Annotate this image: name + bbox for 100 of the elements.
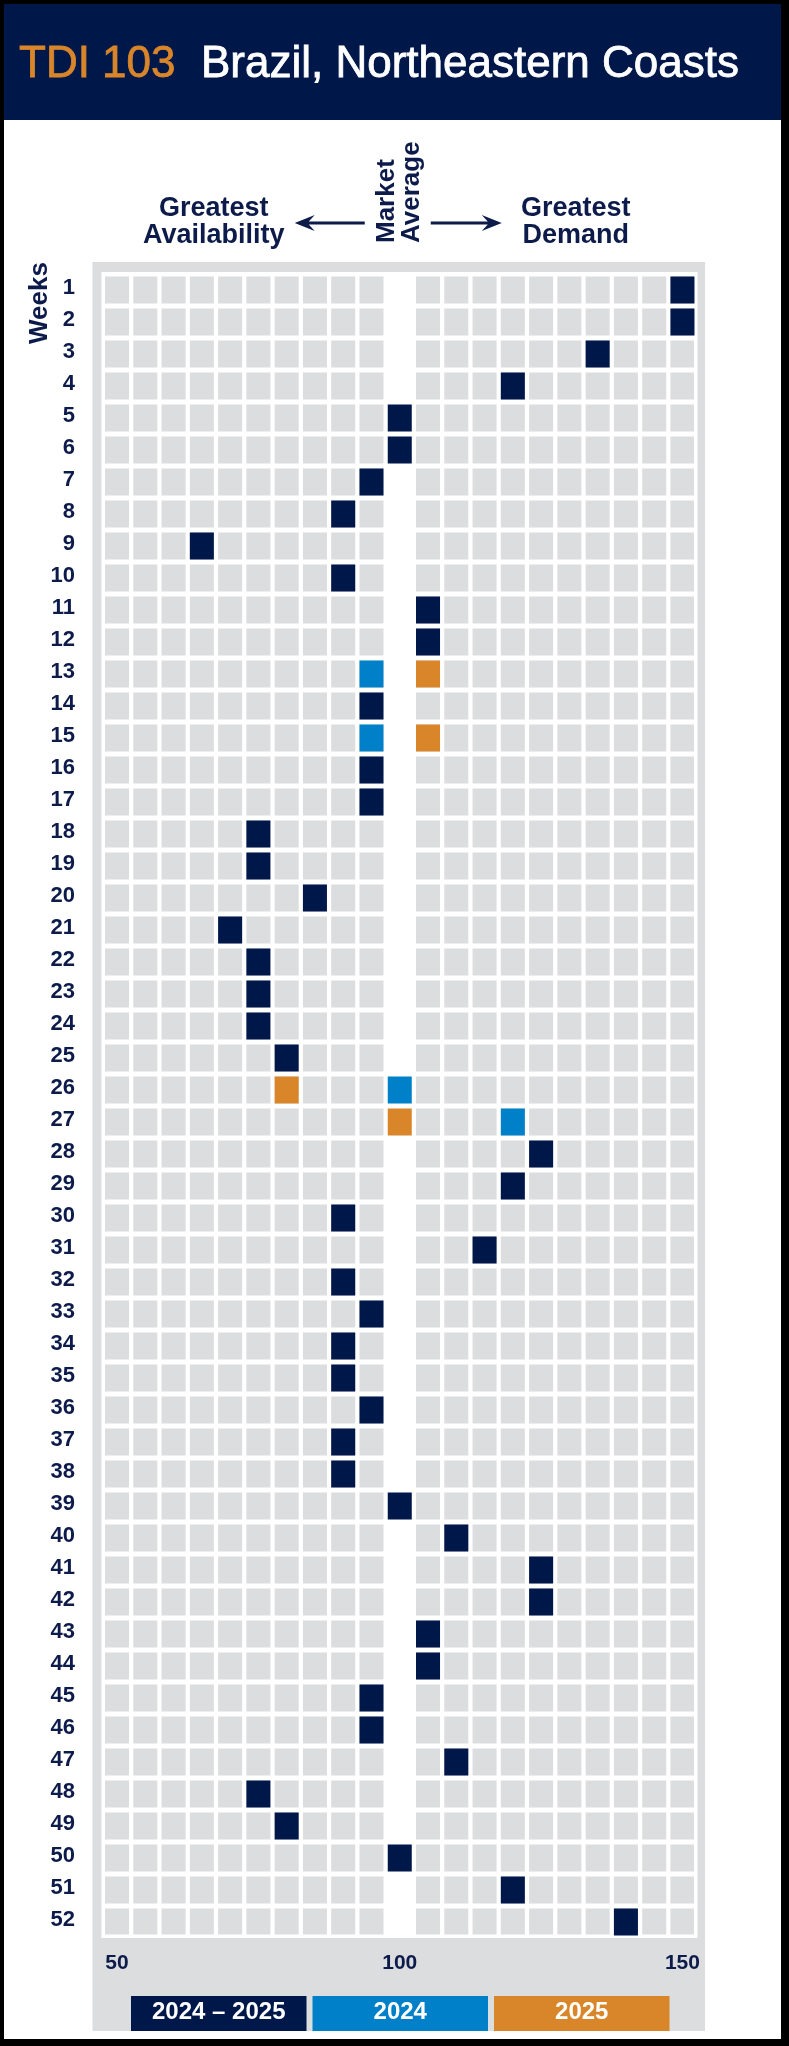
point (331, 500, 356, 528)
point (359, 660, 384, 688)
point (444, 1524, 469, 1552)
y-tick-label: 43 (50, 1618, 75, 1643)
text: 2025 (555, 1997, 609, 2024)
y-tick-label: 35 (50, 1362, 75, 1387)
y-tick-label: 44 (50, 1650, 76, 1675)
y-tick-label: 39 (50, 1490, 75, 1515)
point (416, 596, 441, 624)
point (585, 340, 610, 368)
point (472, 1236, 497, 1264)
point (416, 1652, 441, 1680)
y-tick-label: 5 (62, 402, 75, 427)
y-tick-label: 16 (50, 754, 75, 779)
y-tick-label: 13 (50, 658, 75, 683)
point (359, 724, 384, 752)
y-tick-label: 45 (50, 1682, 75, 1707)
point (670, 308, 695, 336)
point (359, 1716, 384, 1744)
point (246, 820, 271, 848)
y-tick-label: 18 (50, 818, 75, 843)
y-tick-label: 17 (50, 786, 75, 811)
y-tick-label: 6 (62, 434, 75, 459)
point (246, 1012, 271, 1040)
point (331, 1204, 356, 1232)
point (500, 372, 525, 400)
y-tick-label: 36 (50, 1394, 75, 1419)
point (670, 276, 695, 304)
y-tick-label: 42 (50, 1586, 75, 1611)
chart-title: TDI 103 (19, 37, 176, 86)
point (331, 1364, 356, 1392)
point (274, 1076, 299, 1104)
y-tick-label: 11 (51, 594, 75, 619)
y-tick-label: 24 (50, 1010, 76, 1035)
point (359, 1396, 384, 1424)
y-tick-label: 30 (50, 1202, 75, 1227)
y-tick-label: 22 (50, 946, 75, 971)
y-tick-label: 52 (50, 1906, 75, 1931)
point (416, 1620, 441, 1648)
y-tick-label: 40 (50, 1522, 75, 1547)
point (416, 660, 441, 688)
y-tick-label: 14 (50, 690, 76, 715)
point (613, 1908, 638, 1936)
point (529, 1588, 554, 1616)
y-tick-label: 31 (50, 1234, 75, 1259)
text: Market Average (369, 141, 425, 243)
y-tick-label: 27 (50, 1106, 75, 1131)
y-tick-label: 7 (62, 466, 75, 491)
point (218, 916, 243, 944)
y-tick-label: 47 (50, 1746, 75, 1771)
point (359, 1684, 384, 1712)
y-tick-label: 1 (62, 274, 75, 299)
point (302, 884, 327, 912)
point (246, 1780, 271, 1808)
point (274, 1812, 299, 1840)
point (331, 1332, 356, 1360)
y-tick-label: 21 (50, 914, 75, 939)
point (387, 436, 412, 464)
y-tick-label: 34 (50, 1330, 76, 1355)
y-tick-label: 2 (62, 306, 75, 331)
y-axis-title: Weeks (23, 262, 53, 344)
y-tick-label: 25 (50, 1042, 75, 1067)
y-tick-label: 15 (50, 722, 75, 747)
point (359, 1300, 384, 1328)
y-tick-label: 49 (50, 1810, 75, 1835)
point (387, 404, 412, 432)
point (331, 1428, 356, 1456)
point (331, 564, 356, 592)
point (416, 724, 441, 752)
y-tick-label: 50 (50, 1842, 75, 1867)
point (246, 852, 271, 880)
y-tick-label: 32 (50, 1266, 75, 1291)
y-tick-label: 38 (50, 1458, 75, 1483)
point (387, 1076, 412, 1104)
point (529, 1556, 554, 1584)
text: 2024 – 2025 (152, 1997, 286, 2024)
y-tick-label: 19 (50, 850, 75, 875)
y-tick-label: 41 (50, 1554, 75, 1579)
point (359, 756, 384, 784)
point (331, 1460, 356, 1488)
text: Greatest Demand (520, 192, 631, 249)
y-tick-label: 9 (62, 530, 75, 555)
x-tick-label: 50 (105, 1950, 129, 1973)
point (500, 1172, 525, 1200)
text: 2024 (373, 1997, 428, 2024)
point (529, 1140, 554, 1168)
point (331, 1268, 356, 1296)
x-tick-label: 150 (664, 1950, 700, 1973)
y-tick-label: 51 (50, 1874, 75, 1899)
x-tick-label: 100 (382, 1950, 418, 1973)
point (444, 1748, 469, 1776)
y-tick-label: 3 (62, 338, 75, 363)
text: Greatest Availability (142, 192, 285, 249)
point (500, 1876, 525, 1904)
y-tick-label: 46 (50, 1714, 75, 1739)
point (246, 980, 271, 1008)
point (387, 1844, 412, 1872)
y-tick-label: 10 (50, 562, 75, 587)
y-tick-label: 8 (62, 498, 75, 523)
y-tick-label: 23 (50, 978, 75, 1003)
